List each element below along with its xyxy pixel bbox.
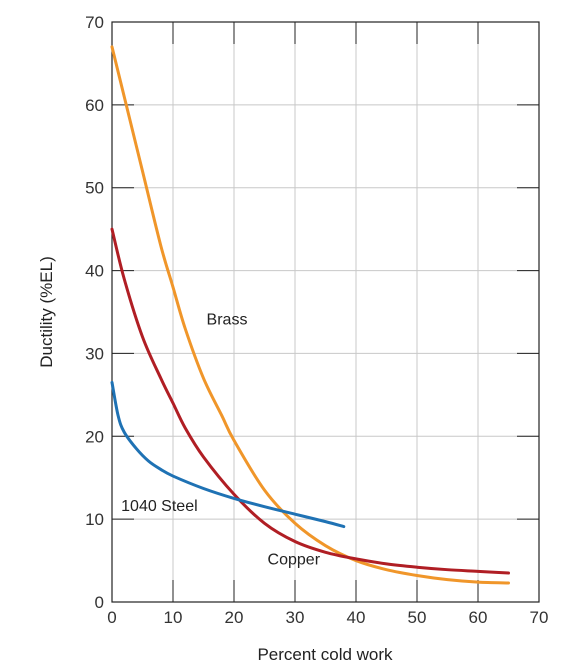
series-label-1040-steel: 1040 Steel	[121, 498, 198, 515]
y-axis-title: Ductility (%EL)	[37, 256, 56, 367]
y-tick-label: 60	[85, 96, 104, 115]
y-tick-label: 20	[85, 427, 104, 446]
y-tick-label: 0	[95, 593, 104, 612]
axis-ticks	[112, 22, 539, 602]
x-tick-label: 20	[225, 608, 244, 627]
x-tick-label: 50	[408, 608, 427, 627]
series-labels: Brass Copper 1040 Steel	[121, 311, 321, 568]
x-tick-label: 70	[530, 608, 549, 627]
x-tick-labels: 0 10 20 30 40 50 60 70	[107, 608, 548, 627]
y-tick-labels: 0 10 20 30 40 50 60 70	[85, 13, 104, 612]
y-tick-label: 40	[85, 262, 104, 281]
x-tick-label: 30	[286, 608, 305, 627]
series-label-brass: Brass	[207, 311, 248, 328]
y-tick-label: 30	[85, 344, 104, 363]
x-tick-label: 40	[347, 608, 366, 627]
series-line-1040-steel	[110, 380, 346, 529]
series-line-copper	[110, 227, 510, 575]
x-axis-title: Percent cold work	[257, 645, 393, 664]
series-line-brass	[110, 45, 510, 585]
series-lines	[110, 45, 510, 585]
y-tick-label: 50	[85, 179, 104, 198]
x-tick-label: 60	[469, 608, 488, 627]
x-tick-label: 0	[107, 608, 116, 627]
series-label-copper: Copper	[268, 552, 321, 569]
plot-frame	[111, 21, 540, 603]
y-tick-label: 10	[85, 510, 104, 529]
grid	[112, 22, 539, 602]
x-tick-label: 10	[164, 608, 183, 627]
y-tick-label: 70	[85, 13, 104, 32]
